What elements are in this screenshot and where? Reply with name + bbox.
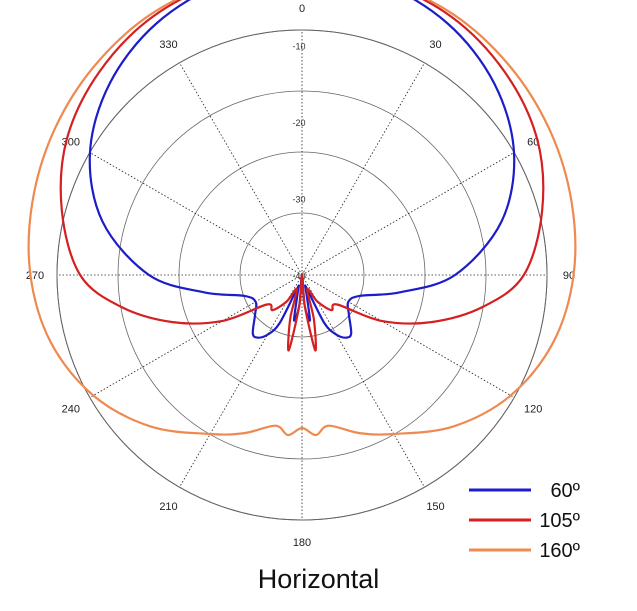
- radial-tick-label: -40: [292, 271, 305, 281]
- grid-spoke-330: [179, 62, 303, 276]
- angle-tick-label: 270: [26, 270, 44, 282]
- radial-tick-label: -10: [292, 42, 305, 52]
- grid-ring: [239, 212, 365, 338]
- polar-plot: 03060901201501802102402703003300-10-20-3…: [26, 0, 581, 560]
- legend-label-0: 60º: [550, 480, 580, 502]
- series-line-2: [27, 0, 577, 437]
- chart-title: Horizontal: [257, 564, 380, 594]
- legend-label-2: 160º: [539, 540, 580, 560]
- angle-tick-label: 0: [299, 3, 305, 15]
- grid-spoke-30: [301, 62, 425, 276]
- grid-ring: [56, 29, 548, 521]
- angle-tick-label: 180: [293, 537, 311, 549]
- series-group: [27, 0, 577, 437]
- radial-tick-label: -30: [292, 195, 305, 205]
- grid-spoke-240: [89, 274, 303, 398]
- radial-tick-label: -20: [292, 118, 305, 128]
- angle-tick-label: 150: [426, 501, 444, 513]
- angle-tick-label: 30: [429, 39, 441, 51]
- angle-tick-label: 210: [159, 501, 177, 513]
- grid-spoke-210: [179, 274, 303, 488]
- polar-grid: 03060901201501802102402703003300-10-20-3…: [26, 3, 575, 549]
- legend: 60º 105º 160º: [469, 480, 581, 560]
- angle-tick-label: 330: [159, 39, 177, 51]
- grid-spoke-120: [301, 274, 515, 398]
- angle-tick-label: 120: [524, 404, 542, 416]
- grid-spoke-150: [301, 274, 425, 488]
- legend-label-1: 105º: [539, 510, 580, 532]
- grid-spoke-300: [89, 152, 303, 276]
- angle-tick-label: 240: [62, 404, 80, 416]
- grid-spoke-60: [301, 152, 515, 276]
- grid-ring: [117, 90, 487, 460]
- series-line-1: [59, 0, 545, 352]
